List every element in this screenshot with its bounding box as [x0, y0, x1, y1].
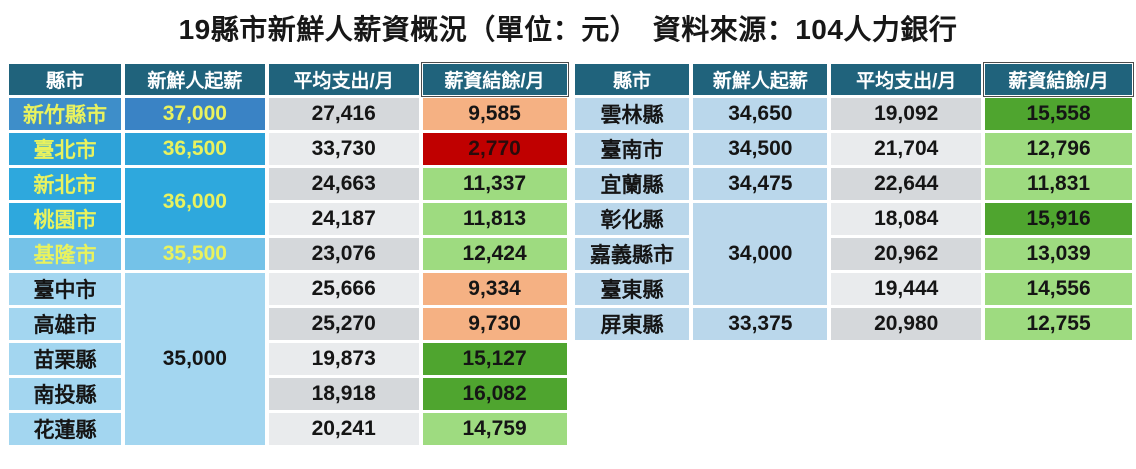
expense-cell: 20,980 [831, 308, 981, 340]
city-cell: 臺中市 [9, 273, 121, 305]
surplus-cell: 11,831 [985, 168, 1132, 200]
surplus-cell: 15,127 [423, 343, 567, 375]
city-cell: 臺北市 [9, 133, 121, 165]
header-row: 縣市新鮮人起薪平均支出/月薪資結餘/月 [9, 64, 567, 95]
expense-cell: 27,416 [269, 98, 419, 130]
surplus-cell: 13,039 [985, 238, 1132, 270]
expense-cell: 19,444 [831, 273, 981, 305]
starting-salary-cell: 36,000 [125, 168, 265, 235]
city-cell: 臺南市 [575, 133, 690, 165]
starting-salary-cell: 35,000 [125, 273, 265, 445]
city-cell: 宜蘭縣 [575, 168, 690, 200]
surplus-cell: 11,337 [423, 168, 567, 200]
surplus-cell: 9,585 [423, 98, 567, 130]
city-cell: 花蓮縣 [9, 413, 121, 445]
city-cell: 屏東縣 [575, 308, 690, 340]
surplus-cell: 9,730 [423, 308, 567, 340]
starting-salary-cell: 36,500 [125, 133, 265, 165]
expense-cell: 18,084 [831, 203, 981, 235]
surplus-cell: 14,556 [985, 273, 1132, 305]
expense-cell: 33,730 [269, 133, 419, 165]
surplus-cell: 9,334 [423, 273, 567, 305]
expense-cell: 18,918 [269, 378, 419, 410]
column-header: 薪資結餘/月 [423, 64, 567, 95]
city-cell: 臺東縣 [575, 273, 690, 305]
column-header: 縣市 [9, 64, 121, 95]
expense-cell: 20,241 [269, 413, 419, 445]
column-header: 縣市 [575, 64, 690, 95]
starting-salary-cell: 37,000 [125, 98, 265, 130]
starting-salary-cell: 34,000 [693, 203, 827, 305]
surplus-cell: 12,424 [423, 238, 567, 270]
surplus-cell: 16,082 [423, 378, 567, 410]
starting-salary-cell: 35,500 [125, 238, 265, 270]
page-title: 19縣市新鮮人薪資概況（單位：元） 資料來源：104人力銀行 [0, 8, 1136, 48]
column-header: 新鮮人起薪 [125, 64, 265, 95]
starting-salary-cell: 34,475 [693, 168, 827, 200]
starting-salary-cell: 33,375 [693, 308, 827, 340]
surplus-cell: 12,755 [985, 308, 1132, 340]
city-cell: 基隆市 [9, 238, 121, 270]
expense-cell: 24,663 [269, 168, 419, 200]
surplus-cell: 15,558 [985, 98, 1132, 130]
expense-cell: 23,076 [269, 238, 419, 270]
expense-cell: 19,873 [269, 343, 419, 375]
expense-cell: 25,270 [269, 308, 419, 340]
city-cell: 嘉義縣市 [575, 238, 690, 270]
header-row: 縣市新鮮人起薪平均支出/月薪資結餘/月 [575, 64, 1133, 95]
city-cell: 南投縣 [9, 378, 121, 410]
starting-salary-cell: 34,650 [693, 98, 827, 130]
expense-cell: 22,644 [831, 168, 981, 200]
expense-cell: 24,187 [269, 203, 419, 235]
starting-salary-cell: 34,500 [693, 133, 827, 165]
city-cell: 桃園市 [9, 203, 121, 235]
city-cell: 新北市 [9, 168, 121, 200]
column-header: 平均支出/月 [831, 64, 981, 95]
column-header: 薪資結餘/月 [985, 64, 1132, 95]
city-cell: 高雄市 [9, 308, 121, 340]
surplus-cell: 2,770 [423, 133, 567, 165]
city-cell: 苗栗縣 [9, 343, 121, 375]
column-header: 平均支出/月 [269, 64, 419, 95]
expense-cell: 25,666 [269, 273, 419, 305]
expense-cell: 21,704 [831, 133, 981, 165]
expense-cell: 20,962 [831, 238, 981, 270]
surplus-cell: 11,813 [423, 203, 567, 235]
surplus-cell: 14,759 [423, 413, 567, 445]
column-header: 新鮮人起薪 [693, 64, 827, 95]
city-cell: 雲林縣 [575, 98, 690, 130]
city-cell: 彰化縣 [575, 203, 690, 235]
surplus-cell: 12,796 [985, 133, 1132, 165]
expense-cell: 19,092 [831, 98, 981, 130]
surplus-cell: 15,916 [985, 203, 1132, 235]
city-cell: 新竹縣市 [9, 98, 121, 130]
